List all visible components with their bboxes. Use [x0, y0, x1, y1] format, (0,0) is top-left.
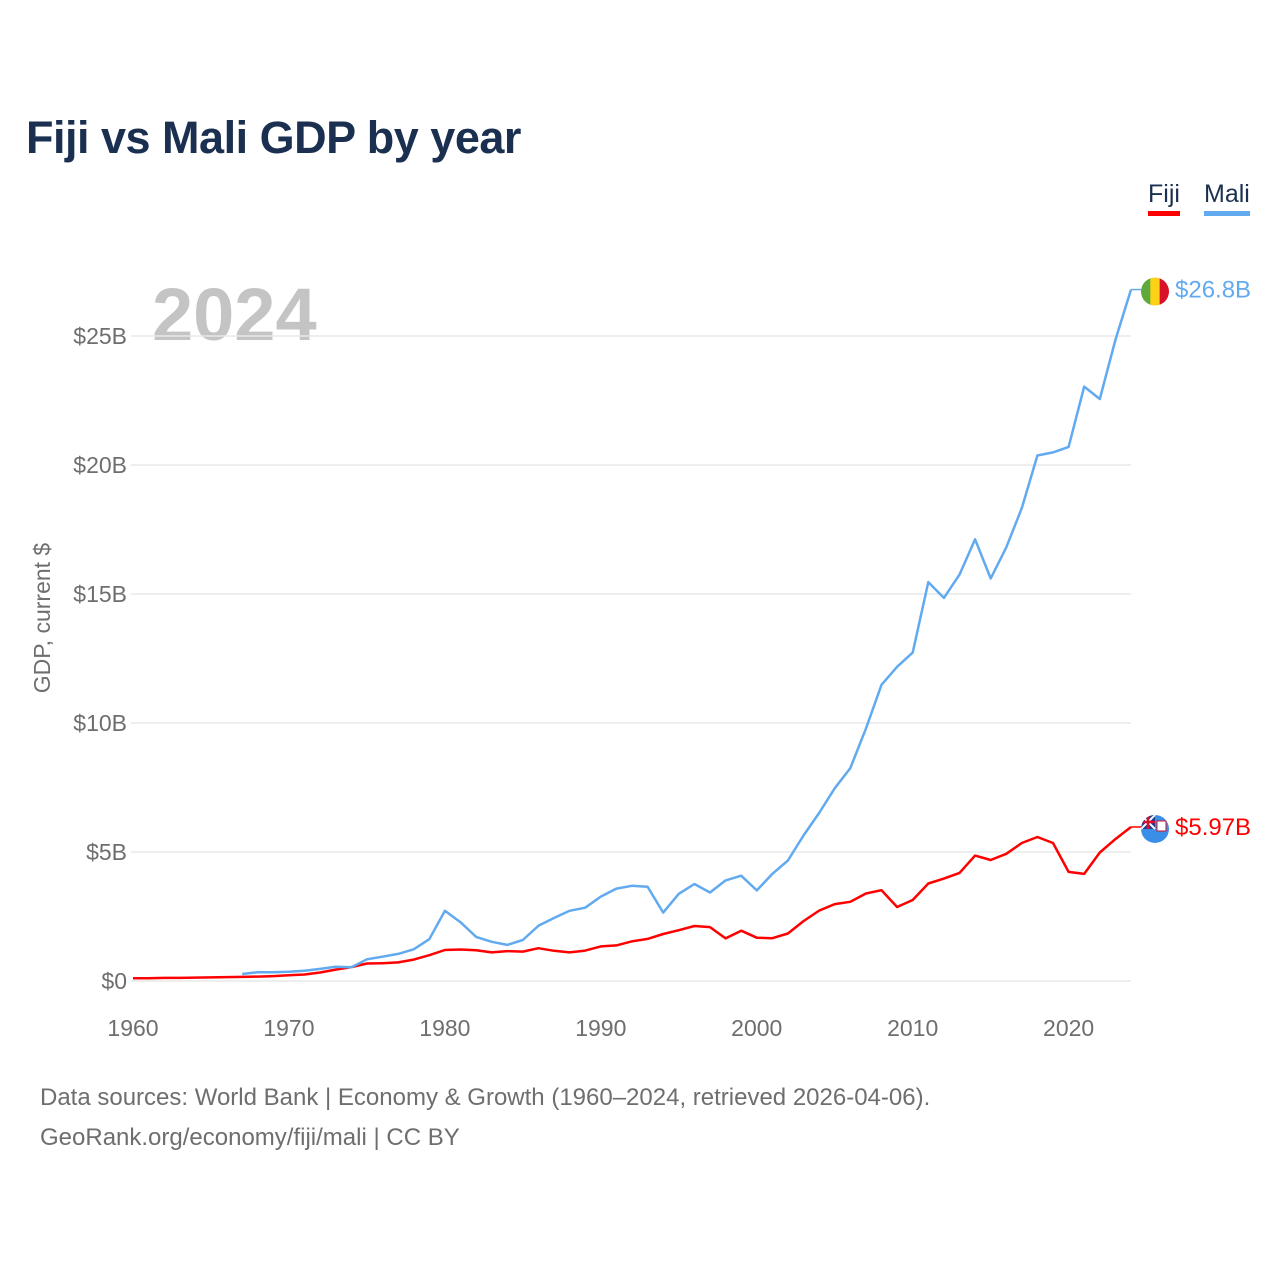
- flag-shield: [1156, 820, 1167, 832]
- y-tick-label: $20B: [73, 452, 127, 478]
- x-tick-label: 1980: [419, 1015, 470, 1041]
- mali-flag-icon: [1141, 277, 1169, 306]
- x-tick-label: 2010: [887, 1015, 938, 1041]
- flag-stripe: [1150, 277, 1161, 306]
- y-tick-label: $5B: [86, 839, 127, 865]
- year-watermark: 2024: [152, 273, 317, 356]
- end-value-label: $26.8B: [1175, 277, 1251, 304]
- series-line-fiji: [133, 826, 1132, 980]
- x-tick-label: 2020: [1043, 1015, 1094, 1041]
- y-tick-label: $15B: [73, 581, 127, 607]
- footer-link[interactable]: GeoRank.org/economy/fiji/mali | CC BY: [40, 1124, 460, 1151]
- y-tick-label: $10B: [73, 710, 127, 736]
- x-tick-label: 1970: [263, 1015, 314, 1041]
- flag-cross: [1141, 814, 1155, 829]
- legend-item-mali[interactable]: Mali: [1204, 180, 1250, 216]
- y-tick-label: $0: [101, 968, 127, 994]
- x-tick-label: 1960: [107, 1015, 158, 1041]
- flag-stripe: [1141, 277, 1151, 306]
- y-axis-label: GDP, current $: [29, 543, 55, 694]
- chart-title: Fiji vs Mali GDP by year: [26, 112, 521, 163]
- legend-item-fiji[interactable]: Fiji: [1148, 180, 1180, 216]
- fiji-flag-icon: [1141, 814, 1169, 843]
- end-value-label: $5.97B: [1175, 814, 1251, 841]
- y-tick-label: $25B: [73, 323, 127, 349]
- series-line-mali: [242, 289, 1133, 976]
- x-tick-label: 2000: [731, 1015, 782, 1041]
- x-tick-label: 1990: [575, 1015, 626, 1041]
- footer-sources: Data sources: World Bank | Economy & Gro…: [40, 1084, 931, 1111]
- flag-stripe: [1159, 277, 1169, 306]
